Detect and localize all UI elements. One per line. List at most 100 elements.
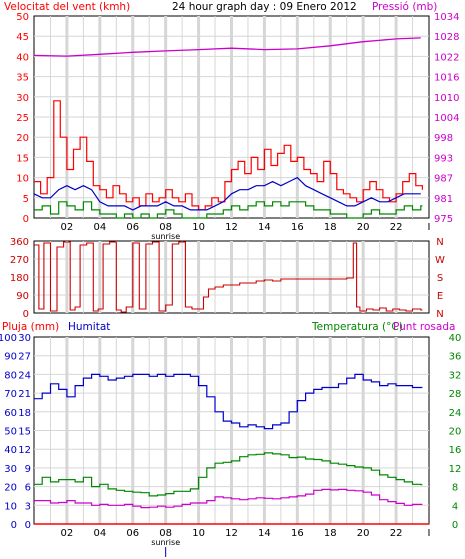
x-tick-label: 12 [225, 222, 238, 233]
x-tick-label: 22 [390, 222, 403, 233]
pressure-y-tick-label: 1034 [434, 12, 459, 23]
pressure-axis-title: Pressió (mb) [372, 1, 437, 13]
pressure-y-tick-label: 998 [434, 133, 453, 144]
temperature-y-tick-label: 12 [449, 464, 462, 475]
dewpoint-series-line [34, 488, 423, 509]
x-tick-label: 16 [291, 528, 304, 539]
x-tick-label: 02 [61, 222, 74, 233]
direction-y-tick-label: 270 [10, 255, 29, 266]
rain-y-tick-label: 18 [18, 408, 31, 419]
x-tick-label: 04 [93, 528, 106, 539]
temperature-y-tick-label: 16 [449, 445, 462, 456]
wind-y-tick-label: 10 [16, 174, 29, 185]
direction-y-tick-label: 90 [16, 291, 29, 302]
temperature-y-tick-label: 4 [452, 501, 458, 512]
x-tick-label: 10 [192, 528, 205, 539]
temperature-y-tick-label: 0 [452, 520, 458, 531]
temperature-axis-title: Temperatura (°C) [311, 321, 403, 333]
x-tick-label: 22 [390, 528, 403, 539]
temperature-y-tick-label: 24 [449, 408, 462, 419]
rain-y-tick-label: 6 [25, 483, 31, 494]
wind-y-tick-label: 35 [16, 73, 29, 84]
rain-humidity-temperature-panel: 0102030405060708090100036912151821242730… [0, 333, 461, 557]
wind-axis-title: Velocitat del vent (kmh) [4, 1, 130, 13]
rain-y-tick-label: 0 [25, 520, 31, 531]
pressure-y-tick-label: 1010 [434, 93, 459, 104]
pressure-y-tick-label: 1016 [434, 73, 459, 84]
rain-y-tick-label: 15 [18, 427, 31, 438]
direction-y-tick-label: 180 [10, 273, 29, 284]
pressure-series-line [33, 37, 421, 57]
temperature-series-line [34, 452, 423, 497]
direction-series-line [34, 241, 423, 313]
pressure-y-tick-label: 1022 [434, 52, 459, 63]
x-tick-label: I [428, 528, 431, 539]
wind_min-series-line [34, 201, 423, 219]
wind-y-tick-label: 0 [23, 214, 29, 225]
x-tick-label: 20 [357, 528, 370, 539]
x-tick-label: 10 [192, 222, 205, 233]
compass-label: S [437, 273, 443, 284]
graph-title: 24 hour graph day : 09 Enero 2012 [172, 1, 357, 13]
humidity-y-tick-label: 30 [4, 464, 17, 475]
wind-y-tick-label: 45 [16, 32, 29, 43]
direction-y-tick-label: 0 [23, 309, 29, 320]
x-tick-label: 18 [324, 222, 337, 233]
pressure-y-tick-label: 987 [434, 174, 453, 185]
x-tick-label: 16 [291, 222, 304, 233]
pressure-y-tick-label: 1004 [434, 113, 459, 124]
temperature-y-tick-label: 20 [449, 427, 462, 438]
compass-label: N [436, 237, 443, 248]
x-tick-label: 08 [159, 222, 172, 233]
humidity-y-tick-label: 70 [4, 389, 17, 400]
rain-y-tick-label: 30 [18, 333, 31, 344]
rain-y-tick-label: 21 [18, 389, 31, 400]
pressure-y-tick-label: 993 [434, 153, 453, 164]
wind-y-tick-label: 50 [16, 12, 29, 23]
humidity-y-tick-label: 10 [4, 501, 17, 512]
x-tick-label: 06 [126, 222, 139, 233]
humidity-series-line [34, 373, 423, 430]
compass-label: W [435, 255, 445, 266]
rain-y-tick-label: 12 [18, 445, 31, 456]
x-tick-label: I [428, 222, 431, 233]
wind-y-tick-label: 15 [16, 153, 29, 164]
x-tick-label: 14 [258, 528, 271, 539]
temperature-y-tick-label: 36 [449, 352, 462, 363]
humidity-y-tick-label: 90 [4, 352, 17, 363]
x-tick-label: 06 [126, 528, 139, 539]
humidity-y-tick-label: 80 [4, 370, 17, 381]
x-tick-label: 14 [258, 222, 271, 233]
compass-label: N [436, 309, 443, 320]
sunrise-label: sunrise [151, 232, 180, 241]
humidity-y-tick-label: 100 [0, 333, 17, 344]
x-tick-label: 04 [93, 222, 106, 233]
wind-y-tick-label: 40 [16, 52, 29, 63]
pressure-y-tick-label: 1028 [434, 32, 459, 43]
wind-pressure-panel: 0510152025303540455097598198799399810041… [16, 12, 459, 251]
temperature-y-tick-label: 28 [449, 389, 462, 400]
humidity-y-tick-label: 20 [4, 483, 17, 494]
x-tick-label: 20 [357, 222, 370, 233]
dewpoint-axis-title: Punt rosada [393, 321, 455, 333]
rain-y-tick-label: 9 [25, 464, 31, 475]
rain-y-tick-label: 3 [25, 501, 31, 512]
x-tick-label: 08 [159, 528, 172, 539]
humidity-axis-title: Humitat [68, 321, 110, 333]
direction-y-tick-label: 360 [10, 237, 29, 248]
compass-label: E [437, 291, 443, 302]
pressure-y-tick-label: 981 [434, 194, 453, 205]
rain-y-tick-label: 27 [18, 352, 31, 363]
humidity-y-tick-label: 50 [4, 427, 17, 438]
rain-axis-title: Pluja (mm) [2, 321, 59, 333]
wind-series-line [34, 100, 423, 211]
rain-y-tick-label: 24 [18, 370, 31, 381]
wind-y-tick-label: 30 [16, 93, 29, 104]
temperature-y-tick-label: 32 [449, 370, 462, 381]
x-tick-label: 18 [324, 528, 337, 539]
wind_avg-series-line [33, 176, 421, 211]
temperature-y-tick-label: 8 [452, 483, 458, 494]
wind-y-tick-label: 20 [16, 133, 29, 144]
